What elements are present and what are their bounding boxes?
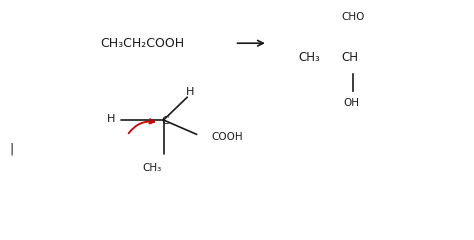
Text: |: | <box>10 142 14 155</box>
Text: OH: OH <box>344 98 360 108</box>
Text: CH₃: CH₃ <box>142 163 161 173</box>
Text: C: C <box>161 116 169 126</box>
Text: H: H <box>185 87 194 97</box>
Text: CH: CH <box>341 51 358 64</box>
Text: CHO: CHO <box>341 12 365 22</box>
Text: CH₃CH₂COOH: CH₃CH₂COOH <box>100 37 184 50</box>
Text: CH₃: CH₃ <box>299 51 320 64</box>
Text: COOH: COOH <box>211 132 243 142</box>
Text: H: H <box>107 114 116 124</box>
